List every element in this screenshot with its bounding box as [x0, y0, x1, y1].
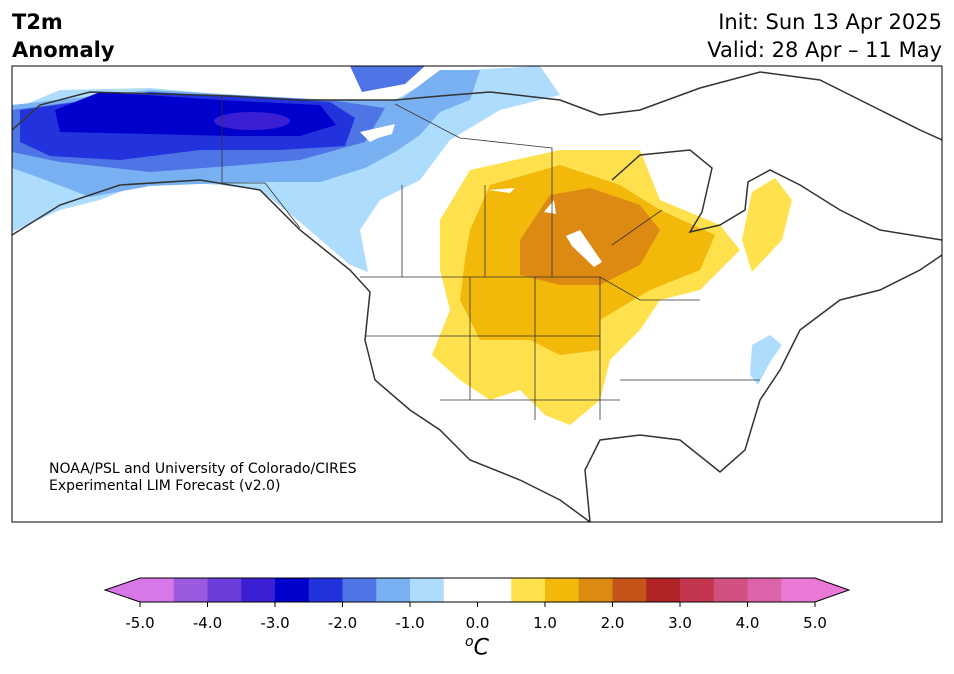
colorbar-extend-low — [105, 578, 140, 602]
colorbar-segment — [713, 578, 748, 602]
colorbar-segment — [612, 578, 647, 602]
colorbar — [103, 577, 851, 607]
credit-line-1: NOAA/PSL and University of Colorado/CIRE… — [49, 461, 357, 477]
unit-letter: C — [473, 635, 489, 661]
colorbar-tick-label: -3.0 — [260, 614, 290, 632]
colorbar-tick-label: 1.0 — [533, 614, 557, 632]
title-line-2: Anomaly — [12, 38, 115, 62]
colorbar-tick-label: 0.0 — [465, 614, 490, 632]
colorbar-segment — [545, 578, 580, 602]
coastlines — [12, 71, 942, 522]
forecast-dates: Init: Sun 13 Apr 2025 Valid: 28 Apr – 11… — [707, 8, 942, 64]
colorbar-segment — [410, 578, 445, 602]
colorbar-tick-label: 5.0 — [803, 614, 827, 632]
unit-degree: o — [465, 634, 474, 650]
colorbar-tick-label: -2.0 — [327, 614, 358, 632]
colorbar-segment — [747, 578, 782, 602]
colorbar-segment — [140, 578, 175, 602]
cold-anomaly-region — [12, 66, 560, 272]
colorbar-extend-high — [815, 578, 849, 602]
colorbar-segment — [173, 578, 208, 602]
colorbar-tick-label: 4.0 — [735, 614, 760, 632]
colorbar-segment — [376, 578, 411, 602]
title-line-1: T2m — [12, 10, 63, 34]
colorbar-tick-label: -5.0 — [125, 614, 155, 632]
colorbar-segment — [207, 578, 242, 602]
valid-range: Valid: 28 Apr – 11 May — [707, 38, 942, 62]
colorbar-segment — [578, 578, 613, 602]
map-title: T2m Anomaly — [12, 8, 115, 64]
colorbar-segment — [241, 578, 276, 602]
colorbar-segment — [781, 578, 816, 602]
colorbar-segment — [275, 578, 310, 602]
colorbar-segment — [680, 578, 715, 602]
init-date: Init: Sun 13 Apr 2025 — [718, 10, 942, 34]
political-borders — [221, 96, 760, 420]
colorbar-tick-label: 3.0 — [668, 614, 692, 632]
colorbar-segment — [342, 578, 377, 602]
colorbar-segment — [646, 578, 681, 602]
colorbar-segment — [511, 578, 546, 602]
colorbar-tick-label: -4.0 — [192, 614, 223, 632]
map-frame — [11, 65, 943, 523]
colorbar-segment — [477, 578, 512, 602]
colorbar-tick-label: 2.0 — [600, 614, 625, 632]
colorbar-segment — [308, 578, 343, 602]
credit-line-2: Experimental LIM Forecast (v2.0) — [49, 478, 281, 494]
colorbar-segment — [443, 578, 478, 602]
warm-anomaly-region — [432, 150, 792, 425]
colorbar-tick-label: -1.0 — [395, 614, 425, 632]
credit-text: NOAA/PSL and University of Colorado/CIRE… — [49, 461, 357, 495]
east-cold-patch — [750, 335, 782, 385]
colorbar-unit: oC — [465, 634, 489, 660]
